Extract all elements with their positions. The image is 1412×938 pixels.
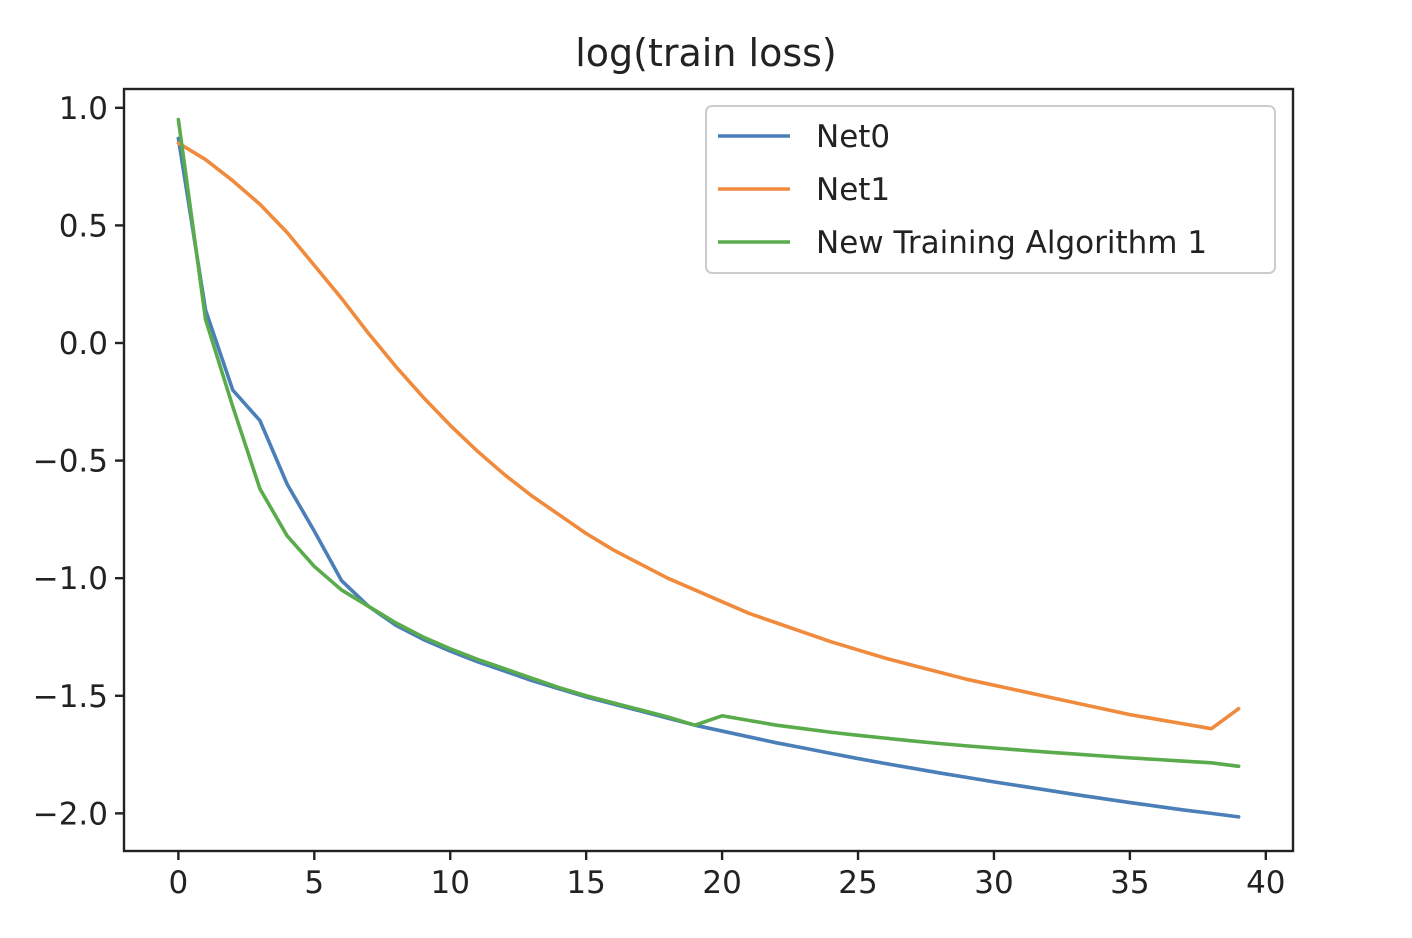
x-tick-label: 20 <box>702 865 741 901</box>
x-axis: 0 5 10 15 20 25 30 35 40 <box>169 851 1286 901</box>
y-tick-label: −1.0 <box>33 561 108 597</box>
series-layer <box>176 117 1241 819</box>
x-tick-label: 5 <box>304 865 324 901</box>
series-line-net0 <box>176 136 1241 819</box>
y-tick-label: 1.0 <box>59 91 108 127</box>
x-tick-label: 25 <box>838 865 877 901</box>
series-line-net1 <box>176 141 1241 731</box>
chart-title: log(train loss) <box>575 31 837 75</box>
y-axis: 1.0 0.5 0.0 −0.5 −1.0 −1.5 −2.0 <box>33 91 124 832</box>
y-tick-label: −0.5 <box>33 444 108 480</box>
x-tick-label: 0 <box>169 865 189 901</box>
legend-box <box>705 105 1276 274</box>
x-tick-label: 40 <box>1246 865 1285 901</box>
legend: Net0 Net1 New Training Algorithm 1 <box>705 105 1276 274</box>
x-tick-label: 30 <box>974 865 1013 901</box>
y-tick-label: 0.5 <box>59 208 108 244</box>
legend-label: New Training Algorithm 1 <box>816 225 1207 261</box>
y-tick-label: −1.5 <box>33 679 108 715</box>
y-tick-label: −2.0 <box>33 796 108 832</box>
x-tick-label: 15 <box>566 865 605 901</box>
legend-label: Net0 <box>816 119 890 155</box>
legend-label: Net1 <box>816 172 890 208</box>
axes-frame <box>122 87 1295 853</box>
series-line-new-training-algorithm-1 <box>176 117 1241 769</box>
x-tick-label: 10 <box>431 865 470 901</box>
y-tick-label: 0.0 <box>59 326 108 362</box>
x-tick-label: 35 <box>1110 865 1149 901</box>
